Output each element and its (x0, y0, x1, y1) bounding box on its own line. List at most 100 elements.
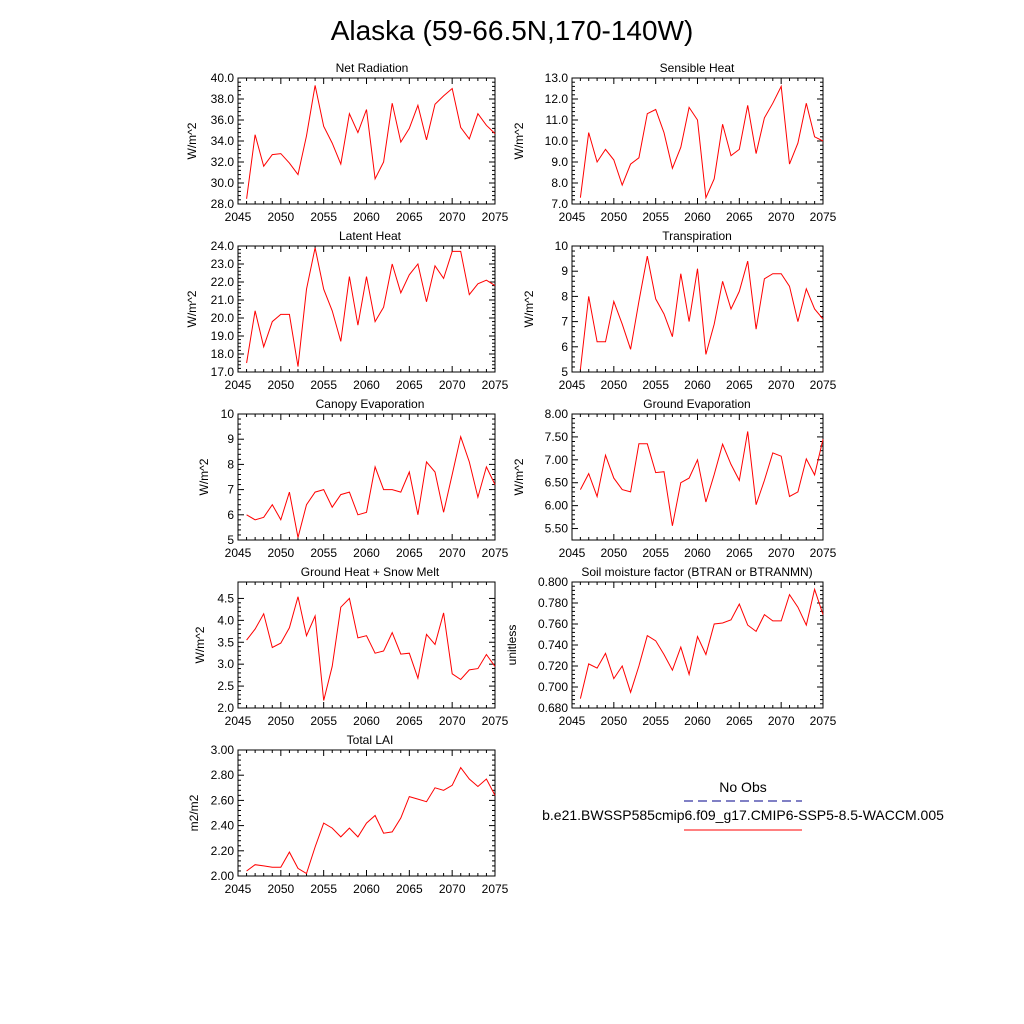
x-tick-label: 2050 (267, 546, 294, 560)
y-axis-label: W/m^2 (512, 458, 526, 495)
y-tick-label: 2.40 (211, 819, 235, 833)
y-tick-label: 8 (561, 289, 568, 303)
series-line (579, 256, 824, 370)
y-tick-label: 9.0 (551, 155, 568, 169)
x-tick-label: 2045 (225, 882, 252, 896)
legend: No Obs b.e21.BWSSP585cmip6.f09_g17.CMIP6-… (542, 779, 944, 831)
series-line (579, 84, 824, 200)
y-tick-label: 32.0 (211, 155, 235, 169)
y-tick-label: 8.0 (551, 176, 568, 190)
plot-frame (571, 77, 824, 205)
y-tick-label: 5 (227, 533, 234, 547)
series-line (246, 85, 496, 199)
x-tick-label: 2050 (267, 210, 294, 224)
x-tick-label: 2060 (353, 378, 380, 392)
y-tick-label: 23.0 (211, 257, 235, 271)
x-tick-label: 2055 (310, 210, 337, 224)
y-tick-label: 10.0 (545, 134, 569, 148)
y-tick-label: 13.0 (545, 71, 569, 85)
y-axis-label: W/m^2 (185, 290, 199, 327)
panel-1: Net Radiation 2045 2050 2055 2060 2065 2070 207… (185, 61, 509, 224)
y-tick-label: 6.50 (545, 476, 569, 490)
x-tick-label: 2050 (600, 714, 627, 728)
y-tick-label: 7 (561, 315, 568, 329)
y-tick-label: 4.5 (217, 591, 234, 605)
y-tick-label: 20.0 (211, 311, 235, 325)
x-tick-label: 2075 (810, 714, 837, 728)
y-tick-label: 0.740 (538, 638, 568, 652)
x-tick-label: 2050 (600, 210, 627, 224)
y-tick-label: 7 (227, 483, 234, 497)
x-tick-label: 2065 (726, 546, 753, 560)
x-tick-label: 2065 (396, 378, 423, 392)
y-tick-label: 19.0 (211, 329, 235, 343)
x-tick-label: 2045 (559, 714, 586, 728)
y-tick-label: 7.00 (545, 453, 569, 467)
panel-5: Canopy Evaporation 2045 2050 2055 2060 2065 20… (197, 397, 509, 560)
x-tick-label: 2055 (310, 378, 337, 392)
panel-title: Soil moisture factor (BTRAN or BTRANMN) (581, 565, 812, 579)
x-tick-label: 2070 (439, 378, 466, 392)
y-axis-label: W/m^2 (522, 290, 536, 327)
legend-entry-label: No Obs (719, 779, 766, 795)
y-tick-label: 34.0 (211, 134, 235, 148)
x-tick-label: 2045 (225, 546, 252, 560)
y-tick-label: 36.0 (211, 113, 235, 127)
x-tick-label: 2055 (310, 714, 337, 728)
x-tick-label: 2055 (310, 546, 337, 560)
x-tick-label: 2070 (768, 210, 795, 224)
series-line (579, 431, 824, 526)
panel-title: Total LAI (347, 733, 394, 747)
y-tick-label: 0.800 (538, 575, 568, 589)
panels-group: Net Radiation 2045 2050 2055 2060 2065 2070 207… (185, 61, 837, 896)
panel-2: Sensible Heat 2045 2050 2055 2060 2065 2070 207… (512, 61, 837, 224)
x-tick-label: 2045 (225, 210, 252, 224)
y-tick-label: 17.0 (211, 365, 235, 379)
x-tick-label: 2065 (396, 546, 423, 560)
x-tick-label: 2075 (482, 378, 509, 392)
x-tick-label: 2050 (267, 882, 294, 896)
x-tick-label: 2060 (353, 210, 380, 224)
y-tick-label: 2.20 (211, 844, 235, 858)
panel-3: Latent Heat 2045 2050 2055 2060 2065 2070 2075 1… (185, 229, 509, 392)
x-tick-label: 2060 (684, 210, 711, 224)
y-tick-label: 2.5 (217, 679, 234, 693)
x-tick-label: 2055 (642, 210, 669, 224)
x-tick-label: 2050 (267, 714, 294, 728)
x-tick-label: 2055 (310, 882, 337, 896)
x-tick-label: 2060 (353, 546, 380, 560)
plot-frame (571, 245, 824, 373)
y-tick-label: 2.0 (217, 701, 234, 715)
panel-7: Ground Heat + Snow Melt 2045 2050 2055 2060 2… (193, 565, 509, 728)
x-tick-label: 2055 (642, 546, 669, 560)
y-tick-label: 10 (555, 239, 569, 253)
panel-title: Canopy Evaporation (316, 397, 425, 411)
x-tick-label: 2050 (600, 378, 627, 392)
x-tick-label: 2065 (396, 210, 423, 224)
series-line (246, 247, 496, 367)
panel-title: Transpiration (662, 229, 732, 243)
x-tick-label: 2060 (684, 546, 711, 560)
panel-4: Transpiration 2045 2050 2055 2060 2065 2070 207… (522, 229, 837, 392)
x-tick-label: 2060 (684, 378, 711, 392)
plot-frame (237, 749, 496, 877)
x-tick-label: 2045 (559, 378, 586, 392)
plot-frame (237, 413, 496, 541)
x-tick-label: 2075 (810, 546, 837, 560)
x-tick-label: 2045 (559, 210, 586, 224)
x-tick-label: 2065 (396, 714, 423, 728)
y-tick-label: 0.780 (538, 596, 568, 610)
y-axis-label: W/m^2 (512, 122, 526, 159)
y-tick-label: 7.50 (545, 430, 569, 444)
y-tick-label: 21.0 (211, 293, 235, 307)
y-tick-label: 30.0 (211, 176, 235, 190)
y-tick-label: 12.0 (545, 92, 569, 106)
x-tick-label: 2065 (726, 210, 753, 224)
y-axis-label: unitless (505, 625, 519, 666)
y-tick-label: 2.00 (211, 869, 235, 883)
x-tick-label: 2065 (726, 378, 753, 392)
x-tick-label: 2045 (225, 714, 252, 728)
x-tick-label: 2075 (482, 714, 509, 728)
y-tick-label: 6 (561, 340, 568, 354)
plot-frame (237, 245, 496, 373)
